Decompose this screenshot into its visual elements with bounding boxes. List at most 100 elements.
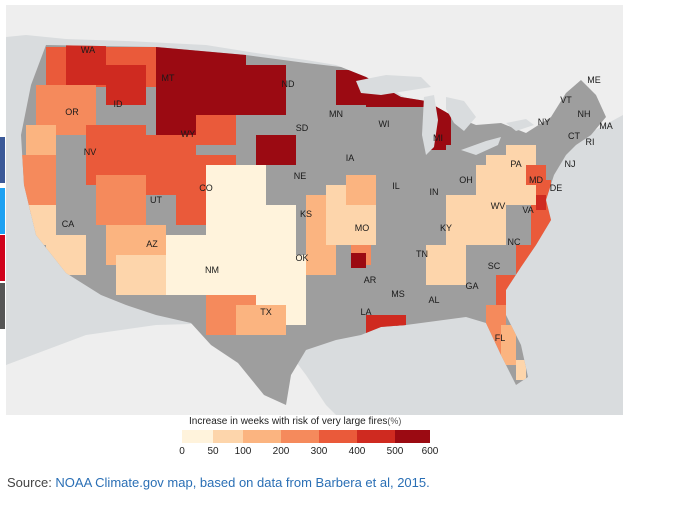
state-label: KS [300,209,312,219]
legend-tick-label: 50 [207,446,219,457]
legend-swatch [357,430,395,443]
state-label: MO [355,223,370,233]
state-label: DE [550,183,563,193]
state-label: OH [459,175,473,185]
source-prefix: Source: [7,475,56,490]
risk-cell [436,105,451,145]
state-label: FL [495,333,506,343]
state-label: ND [282,79,295,89]
state-label: ID [114,99,124,109]
state-label: NV [84,147,97,157]
state-label: IL [392,181,400,191]
source-link[interactable]: NOAA Climate.gov map, based on data from… [55,475,430,490]
legend-swatch [319,430,357,443]
risk-cell [516,245,536,285]
state-labels: WA MT ND MN ID OR SD WY WI MI NY VT NH ME MA CT RI NJ PA MD… [62,45,613,343]
state-label: MI [433,133,443,143]
legend-swatch [213,430,243,443]
risk-cell [196,115,236,145]
legend-tick-label: 0 [179,446,185,457]
pinterest-share-button[interactable] [0,235,5,281]
state-label: NM [205,265,219,275]
state-label: CT [568,131,580,141]
state-label: AR [364,275,377,285]
state-label: AZ [146,239,158,249]
legend-tick-label: 100 [234,446,252,457]
state-label: TX [260,307,272,317]
risk-cell [346,175,376,205]
state-label: WV [491,201,506,211]
state-label: CA [62,219,75,229]
risk-cell [396,325,416,345]
state-label: LA [360,307,371,317]
legend-swatch [395,430,430,443]
risk-cell [516,360,526,380]
state-label: SD [296,123,309,133]
legend-swatch [281,430,319,443]
state-label: AL [428,295,439,305]
state-label: OK [295,253,308,263]
state-label: UT [150,195,162,205]
state-label: ME [587,75,601,85]
risk-cell [366,315,406,345]
legend-title-text: Increase in weeks with risk of very larg… [189,416,388,427]
state-label: MS [391,289,405,299]
risk-cell [351,253,366,268]
state-label: NY [538,117,551,127]
risk-cell [536,195,546,210]
source-caption: Source: NOAA Climate.gov map, based on d… [7,475,430,490]
state-label: NC [508,237,521,247]
state-label: TN [416,249,428,259]
legend-tick-label: 400 [348,446,366,457]
state-label: SC [488,261,501,271]
risk-cell [66,45,106,85]
twitter-share-button[interactable] [0,188,5,234]
lake-huron [446,97,476,131]
risk-cell [501,325,516,365]
state-label: NE [294,171,307,181]
risk-cell [531,205,551,245]
state-label: CO [199,183,213,193]
risk-cell [256,135,296,165]
state-label: IA [346,153,355,163]
state-label: OR [65,107,79,117]
lake-erie [461,137,501,155]
state-label: MT [162,73,175,83]
state-label: RI [586,137,595,147]
state-label: VT [560,95,572,105]
state-label: GA [465,281,478,291]
risk-cell [46,235,86,275]
risk-cell [106,65,146,105]
risk-cell [506,145,536,165]
state-label: WI [379,119,390,129]
risk-cell [446,195,506,245]
risk-cell [96,175,146,225]
facebook-share-button[interactable] [0,137,5,183]
state-label: KY [440,223,452,233]
state-label: IN [430,187,439,197]
legend-colorbar [182,430,430,443]
legend-tick-label: 600 [421,446,439,457]
state-label: MA [599,121,613,131]
legend-unit: (%) [387,416,402,426]
state-label: WA [81,45,95,55]
state-label: PA [510,159,521,169]
fire-risk-map: WA MT ND MN ID OR SD WY WI MI NY VT NH ME MA CT RI NJ PA MD… [6,5,623,415]
lake-ontario [506,119,534,131]
state-label: NJ [565,159,576,169]
risk-cell [236,305,286,335]
legend-swatch [182,430,213,443]
state-label: VA [522,205,533,215]
lake-superior [356,75,431,95]
risk-cell [246,65,286,115]
legend-title: Increase in weeks with risk of very larg… [189,416,401,427]
state-label: MD [529,175,543,185]
lake-michigan [422,95,438,155]
state-label: MN [329,109,343,119]
state-label: NH [578,109,591,119]
state-label: WY [181,129,196,139]
legend-tick-label: 300 [310,446,328,457]
us-map-svg: WA MT ND MN ID OR SD WY WI MI NY VT NH ME MA CT RI NJ PA MD… [6,5,623,415]
risk-cell [426,245,466,285]
more-share-button[interactable] [0,283,5,329]
